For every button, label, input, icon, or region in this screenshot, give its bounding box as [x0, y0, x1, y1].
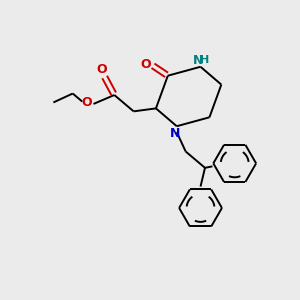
- Text: O: O: [82, 96, 92, 109]
- Text: O: O: [140, 58, 151, 71]
- Text: N: N: [170, 127, 181, 140]
- Text: O: O: [96, 63, 107, 76]
- Text: N: N: [193, 54, 203, 67]
- Text: H: H: [200, 55, 209, 65]
